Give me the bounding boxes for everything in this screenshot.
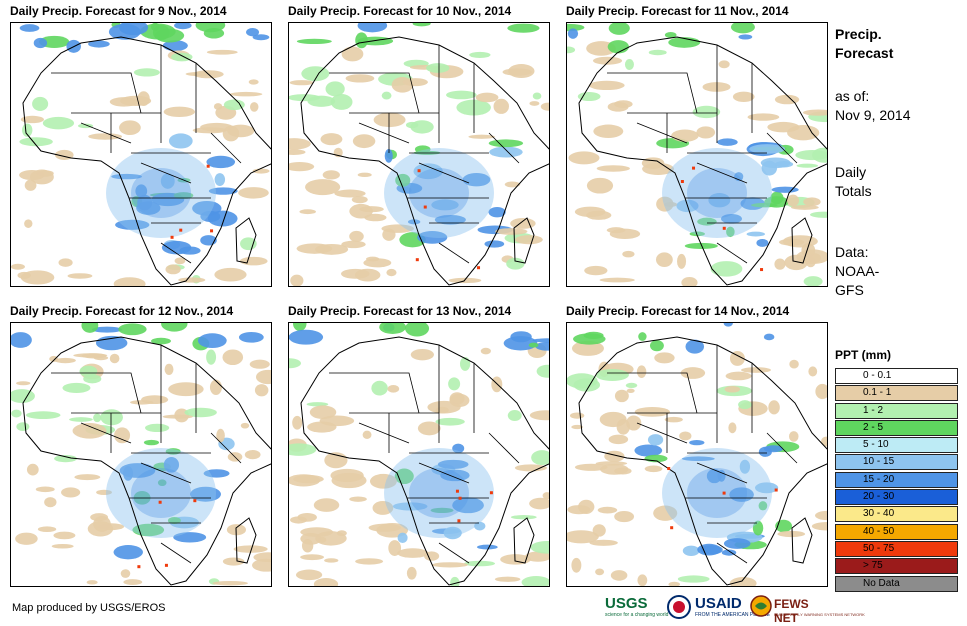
legend-swatch bbox=[835, 437, 958, 454]
legend-item: 0 - 0.1 bbox=[835, 368, 960, 385]
legend-label: 1 - 2 bbox=[863, 404, 884, 416]
data-source: Data: NOAA- GFS bbox=[835, 244, 880, 298]
precip-map bbox=[566, 22, 828, 287]
legend-item: 30 - 40 bbox=[835, 506, 960, 523]
legend-swatch bbox=[835, 368, 958, 384]
panel-title: Daily Precip. Forecast for 10 Nov., 2014 bbox=[288, 4, 512, 18]
legend-swatch bbox=[835, 385, 958, 402]
legend-item: 15 - 20 bbox=[835, 471, 960, 489]
product-title: Precip. Forecast bbox=[835, 26, 894, 61]
legend-label: 50 - 75 bbox=[863, 542, 895, 554]
panel-title: Daily Precip. Forecast for 11 Nov., 2014 bbox=[566, 4, 789, 18]
legend-label: No Data bbox=[863, 577, 900, 589]
legend-item: 20 - 30 bbox=[835, 489, 960, 506]
panel-title: Daily Precip. Forecast for 13 Nov., 2014 bbox=[288, 304, 512, 318]
legend-label: 30 - 40 bbox=[863, 508, 895, 520]
legend-swatch bbox=[835, 454, 958, 471]
legend-item: 0.1 - 1 bbox=[835, 385, 960, 402]
legend-swatch bbox=[835, 575, 958, 592]
usaid-seal-icon bbox=[667, 595, 691, 619]
precip-map bbox=[288, 322, 550, 587]
precip-map bbox=[288, 22, 550, 287]
legend-label: 10 - 15 bbox=[863, 456, 895, 468]
legend-item: 10 - 15 bbox=[835, 454, 960, 471]
totals-type: Daily Totals bbox=[835, 164, 872, 199]
precip-legend: PPT (mm) 0 - 0.1 0.1 - 1 1 - 2 2 - 5 5 - 10 1… bbox=[835, 348, 960, 593]
precip-map bbox=[566, 322, 828, 587]
precip-map bbox=[10, 322, 272, 587]
panel-title: Daily Precip. Forecast for 9 Nov., 2014 bbox=[10, 4, 227, 18]
legend-swatch bbox=[835, 523, 958, 540]
legend-label: 0.1 - 1 bbox=[863, 387, 892, 399]
legend-label: 2 - 5 bbox=[863, 421, 884, 433]
legend-item: 50 - 75 bbox=[835, 540, 960, 558]
legend-label: 40 - 50 bbox=[863, 525, 895, 537]
legend-label: > 75 bbox=[863, 560, 883, 572]
legend-label: 20 - 30 bbox=[863, 491, 895, 503]
legend-item: 5 - 10 bbox=[835, 437, 960, 454]
legend-item: 40 - 50 bbox=[835, 523, 960, 541]
map-credit: Map produced by USGS/EROS bbox=[12, 602, 166, 614]
legend-item: 1 - 2 bbox=[835, 402, 960, 420]
as-of-date: as of: Nov 9, 2014 bbox=[835, 88, 911, 123]
usgs-logo: USGS science for a changing world bbox=[605, 595, 669, 618]
legend-swatch bbox=[835, 402, 958, 419]
fews-globe-icon bbox=[750, 595, 772, 617]
legend-item: > 75 bbox=[835, 558, 960, 575]
legend-item: 2 - 5 bbox=[835, 419, 960, 437]
panel-title: Daily Precip. Forecast for 12 Nov., 2014 bbox=[10, 304, 234, 318]
panel-title: Daily Precip. Forecast for 14 Nov., 2014 bbox=[566, 304, 790, 318]
legend-swatch bbox=[835, 558, 958, 575]
legend-swatch bbox=[835, 540, 958, 557]
legend-swatch bbox=[835, 471, 958, 488]
precip-map bbox=[10, 22, 272, 287]
legend-title: PPT (mm) bbox=[835, 348, 892, 362]
legend-item: No Data bbox=[835, 575, 960, 593]
agency-logos: USGS science for a changing world USAID … bbox=[605, 595, 865, 625]
legend-label: 15 - 20 bbox=[863, 473, 895, 485]
legend-swatch bbox=[835, 506, 958, 523]
legend-label: 5 - 10 bbox=[863, 439, 889, 451]
legend-swatch bbox=[835, 489, 958, 506]
legend-swatch bbox=[835, 419, 958, 436]
legend-label: 0 - 0.1 bbox=[863, 370, 892, 381]
